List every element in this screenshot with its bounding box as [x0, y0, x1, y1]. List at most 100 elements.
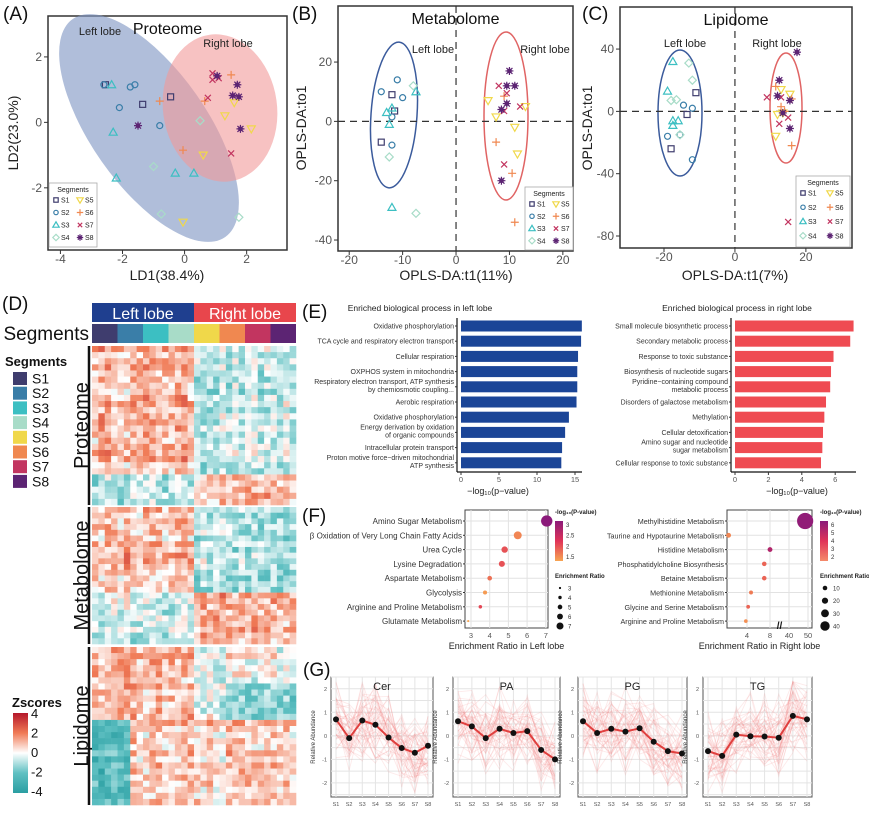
heatmap-cell	[283, 638, 290, 645]
heatmap-cell	[123, 413, 131, 420]
feature-trace	[582, 701, 683, 768]
heatmap-cell	[245, 401, 252, 408]
heatmap-cell	[194, 456, 201, 463]
heatmap-cell	[213, 419, 220, 426]
heatmap-cell	[162, 569, 169, 576]
heatmap-cell	[289, 713, 297, 721]
heatmap-cell	[213, 632, 220, 639]
heatmap-cell	[104, 659, 112, 666]
category-label-line: Oxidative phosphorylation	[373, 415, 454, 422]
heatmap-cell	[270, 546, 278, 553]
heatmap-cell	[162, 468, 169, 475]
heatmap-cell	[92, 358, 99, 365]
heatmap-cell	[238, 786, 246, 794]
heatmap-cell	[219, 581, 227, 588]
heatmap-cell	[251, 653, 259, 660]
heatmap-cell	[174, 524, 182, 531]
heatmap-cell	[238, 558, 246, 565]
heatmap-cell	[219, 615, 227, 622]
heatmap-cell	[181, 569, 188, 576]
x-tick-label: 6	[833, 475, 837, 484]
heatmap-cell	[162, 507, 169, 514]
category-label: Biosynthesis of nucleotide sugars	[624, 369, 728, 376]
heatmap-cell	[143, 358, 150, 365]
heatmap-cell	[162, 437, 169, 445]
heatmap-cell	[213, 726, 220, 733]
point-square	[53, 197, 59, 203]
heatmap-cell	[245, 498, 252, 506]
heatmap-cell	[200, 541, 208, 548]
heatmap-cell	[111, 388, 118, 396]
heatmap-cell	[200, 564, 208, 571]
point-asterisk	[213, 71, 222, 80]
heatmap-cell	[264, 792, 271, 800]
heatmap-cell	[174, 647, 182, 654]
category-label-line: TCA cycle and respiratory electron trans…	[317, 339, 454, 346]
heatmap-cell	[245, 546, 252, 553]
heatmap-cell	[257, 364, 265, 371]
heatmap-cell	[251, 701, 259, 709]
heatmap-cell	[225, 756, 233, 763]
heatmap-cell	[111, 798, 118, 806]
category-label-line: by chemiosmotic coupling...	[368, 387, 454, 394]
heatmap-cell	[130, 474, 137, 481]
heatmap-cell	[270, 671, 278, 678]
point-asterisk	[76, 234, 84, 241]
heatmap-cell	[111, 780, 118, 788]
heatmap-cell	[289, 768, 297, 775]
heatmap-cell	[251, 524, 259, 531]
category-label-line: Biosynthesis of nucleotide sugars	[624, 369, 728, 376]
heatmap-cell	[162, 541, 169, 548]
category-label-line: Disorders of galactose metabolism	[621, 400, 729, 407]
heatmap-cell	[283, 382, 290, 390]
heatmap-cell	[143, 456, 150, 463]
heatmap-cell	[111, 431, 118, 439]
feature-trace	[457, 698, 556, 761]
heatmap-cell	[143, 598, 150, 605]
heatmap-cell	[251, 443, 259, 451]
feature-trace	[707, 717, 808, 764]
heatmap-cell	[257, 732, 265, 739]
category-label-line: OXPHOS system in mitochondria	[351, 369, 455, 376]
heatmap-cell	[251, 394, 259, 402]
feature-trace	[457, 706, 556, 754]
heatmap-cell	[117, 352, 125, 359]
panel-label: (F)	[302, 506, 326, 527]
heatmap-cell	[206, 524, 214, 531]
heatmap-cell	[130, 732, 137, 739]
heatmap-cell	[187, 695, 195, 702]
heatmap-cell	[155, 701, 163, 709]
point-plus	[155, 97, 164, 106]
heatmap-cell	[168, 569, 176, 576]
point-x	[227, 150, 235, 157]
heatmap-cell	[225, 462, 233, 469]
category-label: Respiratory electron transport, ATP synt…	[314, 379, 454, 394]
heatmap-cell	[270, 407, 278, 414]
heatmap-cell	[238, 388, 246, 396]
mean-point	[789, 712, 796, 719]
heatmap-cell	[257, 407, 265, 414]
heatmap-cell	[123, 653, 131, 660]
heatmap-cell	[155, 468, 163, 475]
heatmap-cell	[117, 762, 125, 769]
heatmap-cell	[238, 529, 246, 536]
heatmap-cell	[130, 780, 137, 788]
heatmap-cell	[187, 677, 195, 684]
heatmap-cell	[232, 598, 239, 605]
x-tick-label: S6	[398, 802, 405, 808]
heatmap-cell	[200, 558, 208, 565]
heatmap-cell	[225, 346, 233, 353]
heatmap-cell	[123, 518, 131, 525]
heatmap-cell	[213, 382, 220, 390]
asterisk-rays	[775, 76, 784, 85]
heatmap-cell	[168, 604, 176, 611]
heatmap-cell	[200, 671, 208, 678]
heatmap-cell	[181, 586, 188, 593]
heatmap-cell	[276, 407, 284, 414]
heatmap-cell	[143, 798, 150, 806]
point-x	[204, 94, 212, 102]
heatmap-cell	[232, 626, 239, 633]
chart-title: Proteome	[133, 21, 202, 38]
heatmap-cell	[181, 707, 188, 715]
heatmap-cell	[136, 689, 144, 696]
